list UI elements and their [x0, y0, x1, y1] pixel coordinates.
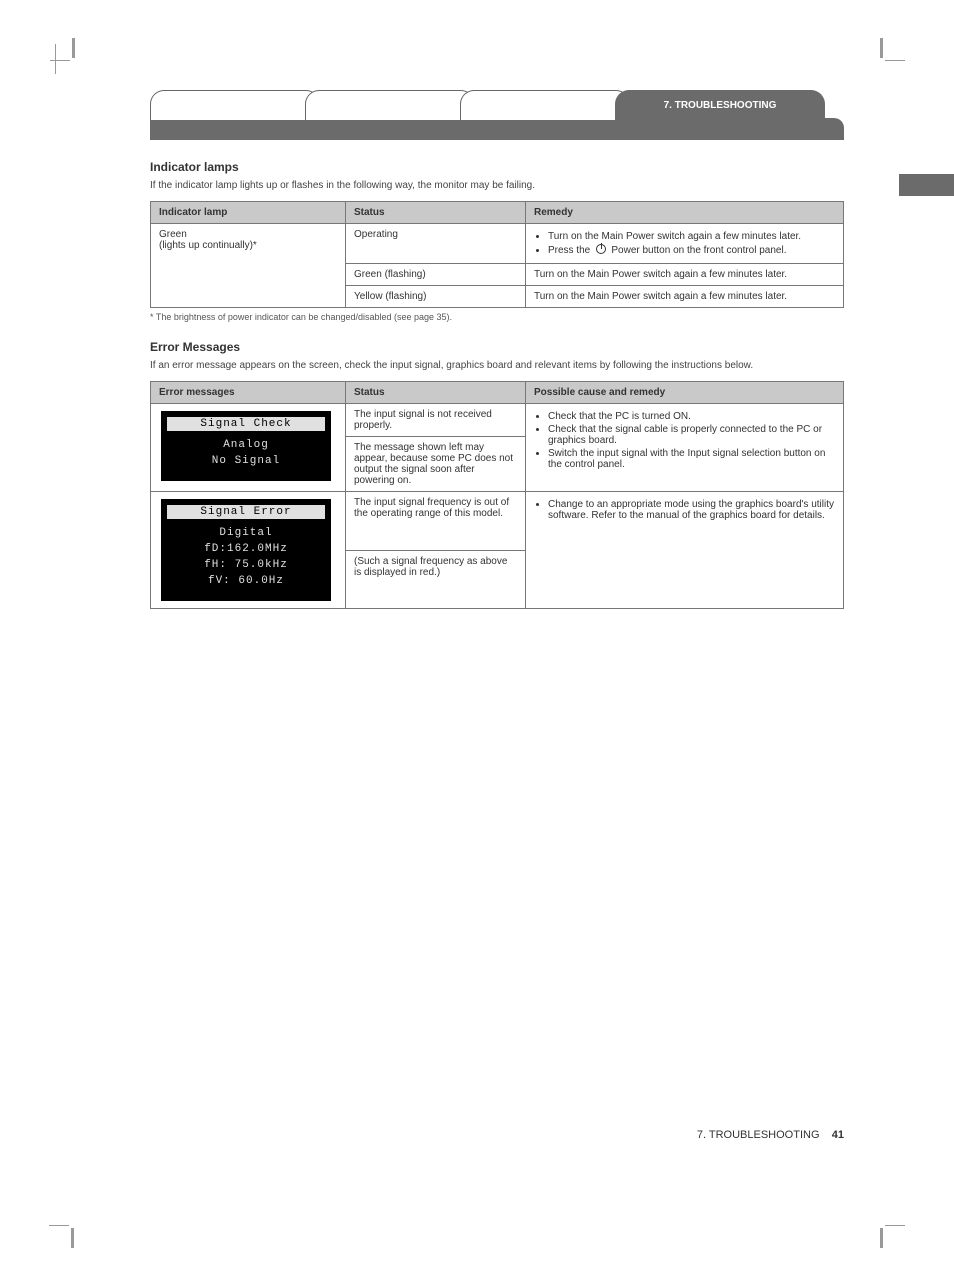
osd-line: No Signal: [167, 455, 325, 467]
tab-3: [460, 90, 630, 120]
osd-line: fD:162.0MHz: [167, 543, 325, 555]
tab-4-active: 7. TROUBLESHOOTING: [615, 90, 825, 120]
status-cell: The message shown left may appear, becau…: [346, 437, 526, 492]
remedy-cell: Turn on the Main Power switch again a fe…: [526, 224, 844, 264]
section2-intro: If an error message appears on the scree…: [150, 360, 844, 371]
osd-line: Analog: [167, 439, 325, 451]
indicator-note: (lights up continually)*: [159, 240, 257, 251]
status-cell: The input signal frequency is out of the…: [346, 492, 526, 551]
remedy-item: Check that the PC is turned ON.: [548, 411, 835, 422]
table-header-row: Error messages Status Possible cause and…: [151, 382, 844, 404]
osd-line: fH: 75.0kHz: [167, 559, 325, 571]
osd-signal-error: Signal Error Digital fD:162.0MHz fH: 75.…: [161, 499, 331, 601]
th-error: Error messages: [151, 382, 346, 404]
remedy-text-b: Power button on the front control panel.: [609, 245, 787, 256]
th-status: Status: [346, 382, 526, 404]
remedy-item: Press the Power button on the front cont…: [548, 244, 835, 256]
osd-cell: Signal Check Analog No Signal: [151, 404, 346, 492]
osd-title: Signal Error: [167, 505, 325, 519]
tab-1: [150, 90, 320, 120]
status-cell: Yellow (flashing): [346, 286, 526, 308]
th-status: Status: [346, 202, 526, 224]
table1-footnote: * The brightness of power indicator can …: [150, 312, 844, 322]
remedy-text-a: Press the: [548, 245, 593, 256]
table-row: Signal Error Digital fD:162.0MHz fH: 75.…: [151, 492, 844, 551]
page-footer: 7. TROUBLESHOOTING 41: [150, 1129, 844, 1141]
remedy-item: Turn on the Main Power switch again a fe…: [548, 231, 835, 242]
osd-cell: Signal Error Digital fD:162.0MHz fH: 75.…: [151, 492, 346, 609]
table-header-row: Indicator lamp Status Remedy: [151, 202, 844, 224]
table-row: Signal Check Analog No Signal The input …: [151, 404, 844, 437]
osd-signal-check: Signal Check Analog No Signal: [161, 411, 331, 481]
th-remedy: Possible cause and remedy: [526, 382, 844, 404]
remedy-cell: Turn on the Main Power switch again a fe…: [526, 286, 844, 308]
status-cell: Operating: [346, 224, 526, 264]
power-icon: [596, 244, 606, 254]
remedy-item: Change to an appropriate mode using the …: [548, 499, 835, 521]
section1-heading: Indicator lamps: [150, 160, 844, 174]
crop-mark-tr: [869, 44, 899, 74]
crop-mark-tl: [55, 44, 85, 74]
crop-mark-br: [869, 1212, 899, 1242]
indicator-lamp-table: Indicator lamp Status Remedy Green (ligh…: [150, 201, 844, 308]
indicator-color: Green: [159, 229, 187, 240]
indicator-cell: Green (lights up continually)*: [151, 224, 346, 308]
status-cell: The input signal is not received properl…: [346, 404, 526, 437]
remedy-cell: Check that the PC is turned ON. Check th…: [526, 404, 844, 492]
thumb-index-marker: [899, 174, 954, 196]
section1-intro: If the indicator lamp lights up or flash…: [150, 180, 844, 191]
tab-underbar: [150, 118, 844, 140]
remedy-cell: Change to an appropriate mode using the …: [526, 492, 844, 609]
status-cell: (Such a signal frequency as above is dis…: [346, 550, 526, 609]
remedy-cell: Turn on the Main Power switch again a fe…: [526, 264, 844, 286]
remedy-item: Check that the signal cable is properly …: [548, 424, 835, 446]
th-remedy: Remedy: [526, 202, 844, 224]
table-row: Green (lights up continually)* Operating…: [151, 224, 844, 264]
osd-line: Digital: [167, 527, 325, 539]
status-cell: Green (flashing): [346, 264, 526, 286]
osd-title: Signal Check: [167, 417, 325, 431]
osd-line: fV: 60.0Hz: [167, 575, 325, 587]
crop-mark-bl: [55, 1212, 85, 1242]
page-label: 7. TROUBLESHOOTING: [697, 1129, 820, 1141]
th-indicator: Indicator lamp: [151, 202, 346, 224]
section2-heading: Error Messages: [150, 340, 844, 354]
page-number: 41: [832, 1129, 844, 1141]
tab-2: [305, 90, 475, 120]
chapter-tabs: 7. TROUBLESHOOTING: [150, 90, 844, 142]
error-messages-table: Error messages Status Possible cause and…: [150, 381, 844, 609]
remedy-item: Switch the input signal with the Input s…: [548, 448, 835, 470]
